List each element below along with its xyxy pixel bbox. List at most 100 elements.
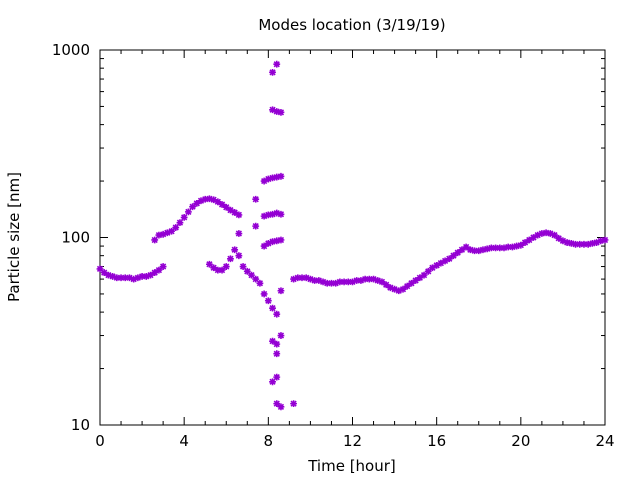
data-point — [277, 236, 285, 244]
data-point — [248, 271, 255, 279]
y-tick-labels: 10 100 1000 — [52, 41, 90, 434]
data-point — [273, 400, 281, 408]
data-point — [307, 275, 314, 283]
data-point — [147, 271, 154, 279]
data-point — [496, 244, 504, 252]
data-point — [429, 264, 436, 272]
data-point — [530, 234, 537, 241]
data-point — [121, 274, 129, 282]
data-point — [357, 277, 365, 284]
data-point — [576, 240, 584, 248]
data-point — [252, 195, 260, 203]
data-point — [269, 106, 276, 114]
data-point — [264, 240, 272, 247]
data-point — [370, 275, 377, 283]
data-point — [441, 257, 449, 265]
data-point — [450, 252, 457, 260]
data-point — [269, 378, 276, 386]
data-point — [243, 267, 251, 275]
data-point — [218, 201, 226, 208]
data-point — [483, 245, 491, 253]
data-point — [454, 249, 462, 257]
data-point — [294, 274, 302, 282]
data-point — [252, 222, 260, 230]
data-point — [273, 237, 281, 245]
data-point — [269, 68, 276, 76]
data-point — [344, 278, 352, 286]
data-point — [349, 278, 356, 286]
data-point — [504, 243, 512, 251]
data-point — [340, 278, 348, 286]
data-point — [260, 290, 268, 298]
data-point — [601, 236, 609, 244]
data-point — [206, 260, 213, 268]
data-point — [487, 244, 495, 252]
data-point — [222, 203, 230, 211]
data-point — [163, 229, 171, 237]
data-point — [155, 231, 163, 239]
data-point — [408, 279, 415, 287]
data-point — [563, 239, 571, 246]
data-point — [231, 246, 239, 254]
data-point — [538, 230, 546, 237]
data-point — [517, 241, 525, 249]
data-point — [210, 196, 218, 204]
data-point — [260, 242, 268, 250]
data-point — [492, 244, 499, 252]
data-point — [168, 227, 175, 235]
data-point — [353, 277, 361, 284]
data-point — [227, 206, 234, 214]
data-point — [159, 230, 167, 238]
data-point — [277, 210, 285, 218]
data-point — [252, 275, 260, 283]
data-point — [479, 246, 487, 254]
data-point — [130, 275, 138, 283]
x-tick-label: 24 — [595, 432, 614, 450]
data-point — [142, 273, 150, 280]
data-point — [269, 210, 276, 218]
data-point — [239, 263, 247, 270]
data-point — [433, 261, 441, 269]
data-point — [399, 285, 407, 293]
data-point — [290, 400, 297, 408]
data-point — [273, 108, 281, 115]
data-point — [597, 237, 605, 245]
data-point — [264, 211, 272, 219]
data-point — [256, 279, 264, 287]
data-point — [273, 350, 281, 358]
data-point — [269, 238, 276, 246]
y-tick-label: 100 — [61, 229, 90, 247]
data-point — [475, 247, 483, 255]
data-point — [395, 287, 403, 295]
data-point — [584, 240, 592, 248]
data-point — [509, 243, 516, 251]
data-point — [555, 234, 563, 242]
data-point — [521, 239, 529, 246]
data-point — [184, 208, 192, 216]
data-point — [189, 203, 196, 211]
data-point — [466, 246, 474, 254]
x-tick-labels: 0 4 8 12 16 20 24 — [95, 432, 614, 450]
data-point — [126, 274, 133, 282]
data-point — [593, 239, 600, 246]
data-point — [155, 266, 163, 274]
data-point — [361, 275, 369, 283]
data-point — [471, 247, 478, 255]
data-point — [420, 271, 428, 279]
data-points — [96, 60, 609, 411]
data-point — [277, 172, 285, 180]
data-point — [412, 277, 420, 284]
data-point — [580, 240, 588, 248]
y-tick-label: 10 — [71, 416, 90, 434]
x-tick-label: 12 — [343, 432, 362, 450]
data-point — [534, 231, 542, 239]
y-tick-label: 1000 — [52, 41, 90, 59]
data-point — [382, 281, 390, 289]
data-point — [269, 337, 276, 345]
chart-title: Modes location (3/19/19) — [258, 16, 445, 34]
data-point — [374, 277, 382, 284]
data-point — [365, 275, 373, 283]
data-point — [277, 108, 285, 116]
minor-ticks — [100, 50, 605, 425]
data-point — [201, 195, 209, 203]
